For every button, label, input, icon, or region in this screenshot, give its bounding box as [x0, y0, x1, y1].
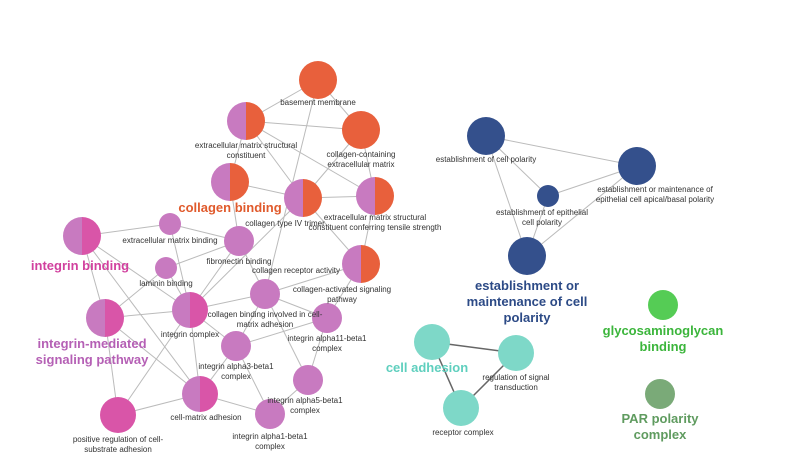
node-half — [375, 177, 394, 215]
cluster-label: collagen binding — [178, 200, 282, 215]
node — [443, 390, 479, 426]
node-label: establishment or maintenance of epitheli… — [595, 185, 715, 204]
cluster-label: establishment or maintenance of cell pol… — [466, 278, 588, 325]
edge — [485, 135, 638, 167]
node-label: collagen-containing extracellular matrix — [326, 150, 396, 169]
node-label: integrin alpha1-beta1 complex — [232, 432, 308, 451]
node-label: collagen-activated signaling pathway — [292, 285, 392, 304]
edge — [235, 317, 328, 347]
node — [312, 303, 342, 333]
edge — [264, 293, 309, 381]
node-half — [190, 292, 208, 328]
node — [155, 257, 177, 279]
node — [299, 61, 337, 99]
node — [498, 335, 534, 371]
node-label: extracellular matrix structural constitu… — [194, 141, 298, 160]
node-label: extracellular matrix binding — [122, 236, 218, 245]
node — [508, 237, 546, 275]
cluster-label: PAR polarity complex — [621, 411, 699, 442]
node-half — [230, 163, 249, 201]
node-label: integrin alpha3-beta1 complex — [198, 362, 274, 381]
cluster-label: integrin-mediated signaling pathway — [35, 336, 149, 367]
node — [645, 379, 675, 409]
node-half — [182, 376, 200, 412]
node-label: collagen receptor activity — [251, 266, 341, 275]
node-half — [342, 245, 361, 283]
node — [293, 365, 323, 395]
node-label: basement membrane — [280, 98, 356, 107]
node — [224, 226, 254, 256]
node-half — [82, 217, 101, 255]
node-half — [246, 102, 265, 140]
node-half — [200, 376, 218, 412]
node — [618, 147, 656, 185]
node-half — [227, 102, 246, 140]
cluster-label: cell adhesion — [385, 360, 469, 375]
node-label: establishment of epithelial cell polarit… — [495, 208, 589, 227]
cluster-label: glycosaminoglycan binding — [602, 323, 724, 354]
node-label: extracellular matrix structural constitu… — [308, 213, 442, 232]
node-label: positive regulation of cell-substrate ad… — [72, 435, 164, 454]
edge — [104, 317, 201, 395]
node-half — [172, 292, 190, 328]
edge — [117, 309, 191, 416]
node-half — [284, 179, 303, 217]
node — [414, 324, 450, 360]
node-half — [86, 299, 105, 337]
cluster-label: integrin binding — [30, 258, 130, 273]
node-label: collagen type IV trimer — [245, 219, 325, 228]
node — [342, 111, 380, 149]
edge — [81, 235, 191, 311]
node — [537, 185, 559, 207]
node-half — [303, 179, 322, 217]
node — [221, 331, 251, 361]
node-label: receptor complex — [432, 428, 494, 437]
edge — [245, 120, 362, 131]
node-label: regulation of signal transduction — [482, 373, 550, 392]
node-half — [105, 299, 124, 337]
node-half — [211, 163, 230, 201]
node — [467, 117, 505, 155]
node-label: integrin alpha5-beta1 complex — [267, 396, 343, 415]
edge — [81, 235, 201, 395]
node-label: establishment of cell polarity — [435, 155, 537, 164]
node — [100, 397, 136, 433]
edge — [245, 120, 376, 197]
node — [255, 399, 285, 429]
node — [159, 213, 181, 235]
node-label: laminin binding — [139, 279, 193, 288]
node-label: collagen binding involved in cell-matrix… — [207, 310, 323, 329]
edge — [526, 165, 638, 257]
node-label: integrin alpha11-beta1 complex — [287, 334, 367, 353]
node-half — [356, 177, 375, 215]
node-half — [63, 217, 82, 255]
node-label: cell-matrix adhesion — [170, 413, 242, 422]
node — [648, 290, 678, 320]
node — [250, 279, 280, 309]
node-label: integrin complex — [160, 330, 220, 339]
edge — [485, 135, 528, 257]
node-half — [361, 245, 380, 283]
node-label: fibronectin binding — [206, 257, 272, 266]
